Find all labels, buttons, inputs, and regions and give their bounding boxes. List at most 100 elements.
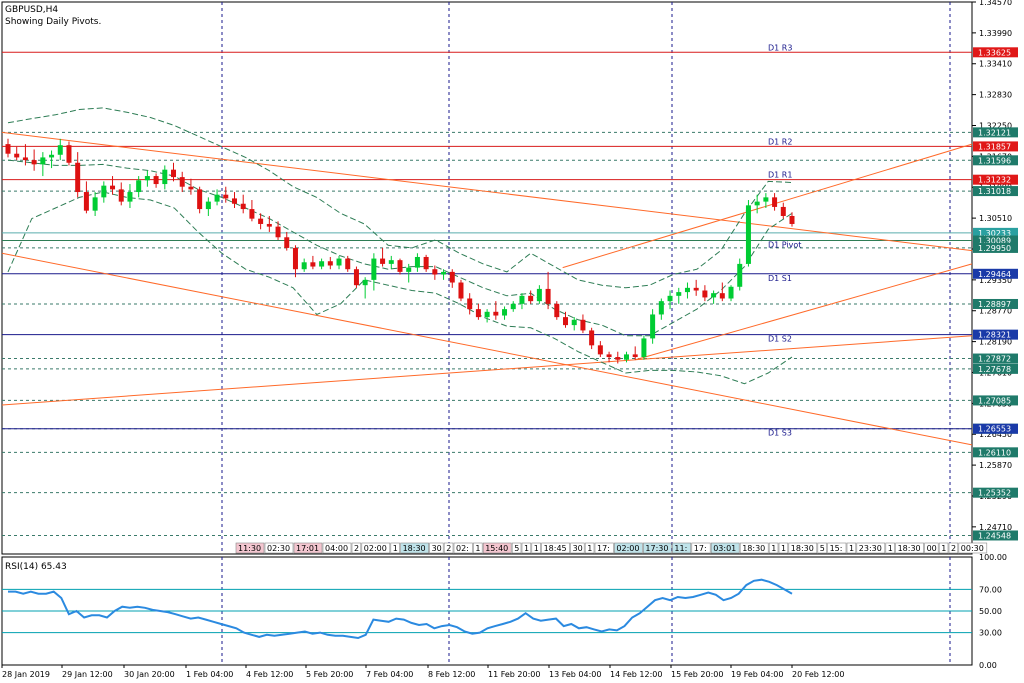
bull-candle (650, 314, 656, 339)
bull-candle (684, 287, 690, 293)
bull-candle (711, 293, 717, 298)
bear-candle (615, 357, 621, 360)
rsi-tick-label: 0.00 (979, 661, 997, 670)
price-tag (973, 423, 1018, 434)
rsi-tick-label: 70.00 (979, 585, 1002, 594)
price-tag (973, 487, 1018, 498)
bull-candle (92, 197, 98, 211)
pivot-labels: D1 R3 D1 R2 D1 R1 D1 Pivot D1 S1 D1 S2 D1 S3 (768, 43, 801, 437)
bear-candle (563, 317, 569, 326)
bear-candle (310, 262, 316, 267)
bear-candle (632, 354, 638, 358)
price-tag-value: 1.33625 (978, 48, 1011, 57)
bollinger-mid (7, 159, 793, 337)
bear-candle (606, 354, 612, 358)
time-mark: 18:45 (544, 544, 567, 553)
trendline (1, 131, 973, 252)
price-tag (973, 155, 1018, 166)
time-mark-box (817, 542, 827, 554)
bear-candle (188, 186, 194, 190)
bear-candle (327, 261, 333, 266)
time-mark: 00 (927, 544, 937, 553)
price-tag-value: 1.26110 (978, 448, 1011, 457)
bear-candle (240, 203, 246, 210)
bull-candle (623, 354, 629, 360)
bull-candle (127, 192, 133, 202)
bull-candle (510, 303, 516, 310)
time-mark-box (895, 542, 924, 554)
price-tag-value: 1.31018 (978, 187, 1011, 196)
bear-candle (231, 198, 237, 204)
time-axis-label: 8 Feb 12:00 (428, 670, 475, 679)
time-mark: 18:30 (791, 544, 814, 553)
bollinger-lower (7, 191, 793, 385)
time-mark: 02:00 (364, 544, 387, 553)
time-axis-label: 11 Feb 20:00 (488, 670, 540, 679)
bear-candle (702, 290, 708, 298)
time-mark: 18:30 (403, 544, 426, 553)
price-tag-value: 1.30233 (978, 229, 1011, 238)
price-tag-value: 1.27085 (978, 396, 1011, 405)
price-tag (973, 127, 1018, 138)
time-axis-label: 4 Feb 12:00 (246, 670, 293, 679)
bear-candle (66, 145, 72, 163)
bear-candle (83, 192, 89, 211)
bull-candle (641, 338, 647, 358)
time-mark-box (322, 542, 352, 554)
pivot-label: D1 Pivot (768, 241, 801, 250)
bull-candle (162, 169, 168, 185)
bear-candle (31, 160, 37, 165)
time-axis: 28 Jan 2019 29 Jan 12:00 30 Jan 20:00 1 Feb… (1, 665, 844, 679)
time-marks-strip: 11:30 02:30 17:01 04:00 2 02:00 1 18:30 30 2 02: 1 1… (235, 542, 988, 554)
bull-candle (571, 319, 577, 326)
time-mark: 02:00 (616, 544, 639, 553)
bear-candle (719, 293, 725, 299)
time-mark-box (390, 542, 400, 554)
bear-candle (75, 162, 81, 193)
bear-candle (179, 177, 185, 187)
trendlines[interactable] (1, 131, 973, 446)
price-tag (973, 47, 1018, 58)
time-mark-box (473, 542, 483, 554)
pivot-label: D1 R3 (768, 43, 792, 52)
bear-candle (223, 194, 229, 199)
bull-candle (519, 295, 525, 304)
pivot-label: D1 S1 (768, 274, 792, 283)
price-tick-label: 1.28770 (979, 307, 1012, 316)
time-mark-box (710, 542, 740, 554)
time-axis-label: 7 Feb 04:00 (366, 670, 413, 679)
bull-candle (319, 261, 325, 267)
bear-candle (5, 144, 11, 154)
time-mark-box (846, 542, 857, 554)
price-tag-value: 1.29464 (978, 270, 1011, 279)
price-tag-value: 1.27678 (978, 365, 1011, 374)
bull-candle (745, 205, 751, 264)
time-mark: 11:30 (238, 544, 261, 553)
price-tag (973, 353, 1018, 364)
bull-candle (336, 258, 342, 266)
time-mark: 2 (354, 544, 359, 553)
time-mark-box (531, 542, 541, 554)
time-mark-box (778, 542, 789, 554)
bull-candle (40, 157, 46, 165)
bear-candle (780, 206, 786, 216)
time-mark-box (958, 542, 988, 554)
rsi-title: RSI(14) 65.43 (5, 562, 67, 572)
time-mark-box (768, 542, 779, 554)
bear-candle (458, 282, 464, 299)
time-mark: 17:01 (296, 544, 319, 553)
bear-candle (397, 260, 403, 272)
time-mark-box (361, 542, 391, 554)
bull-candle (49, 154, 55, 158)
bear-candle (353, 269, 359, 286)
time-mark-box (594, 542, 614, 554)
bear-candle (249, 209, 255, 219)
bull-candle (144, 176, 150, 181)
bull-candle (371, 258, 377, 280)
time-mark-box (739, 542, 769, 554)
time-mark-box (521, 542, 532, 554)
rsi-tick-label: 30.00 (979, 629, 1002, 638)
bull-candle (388, 260, 394, 264)
